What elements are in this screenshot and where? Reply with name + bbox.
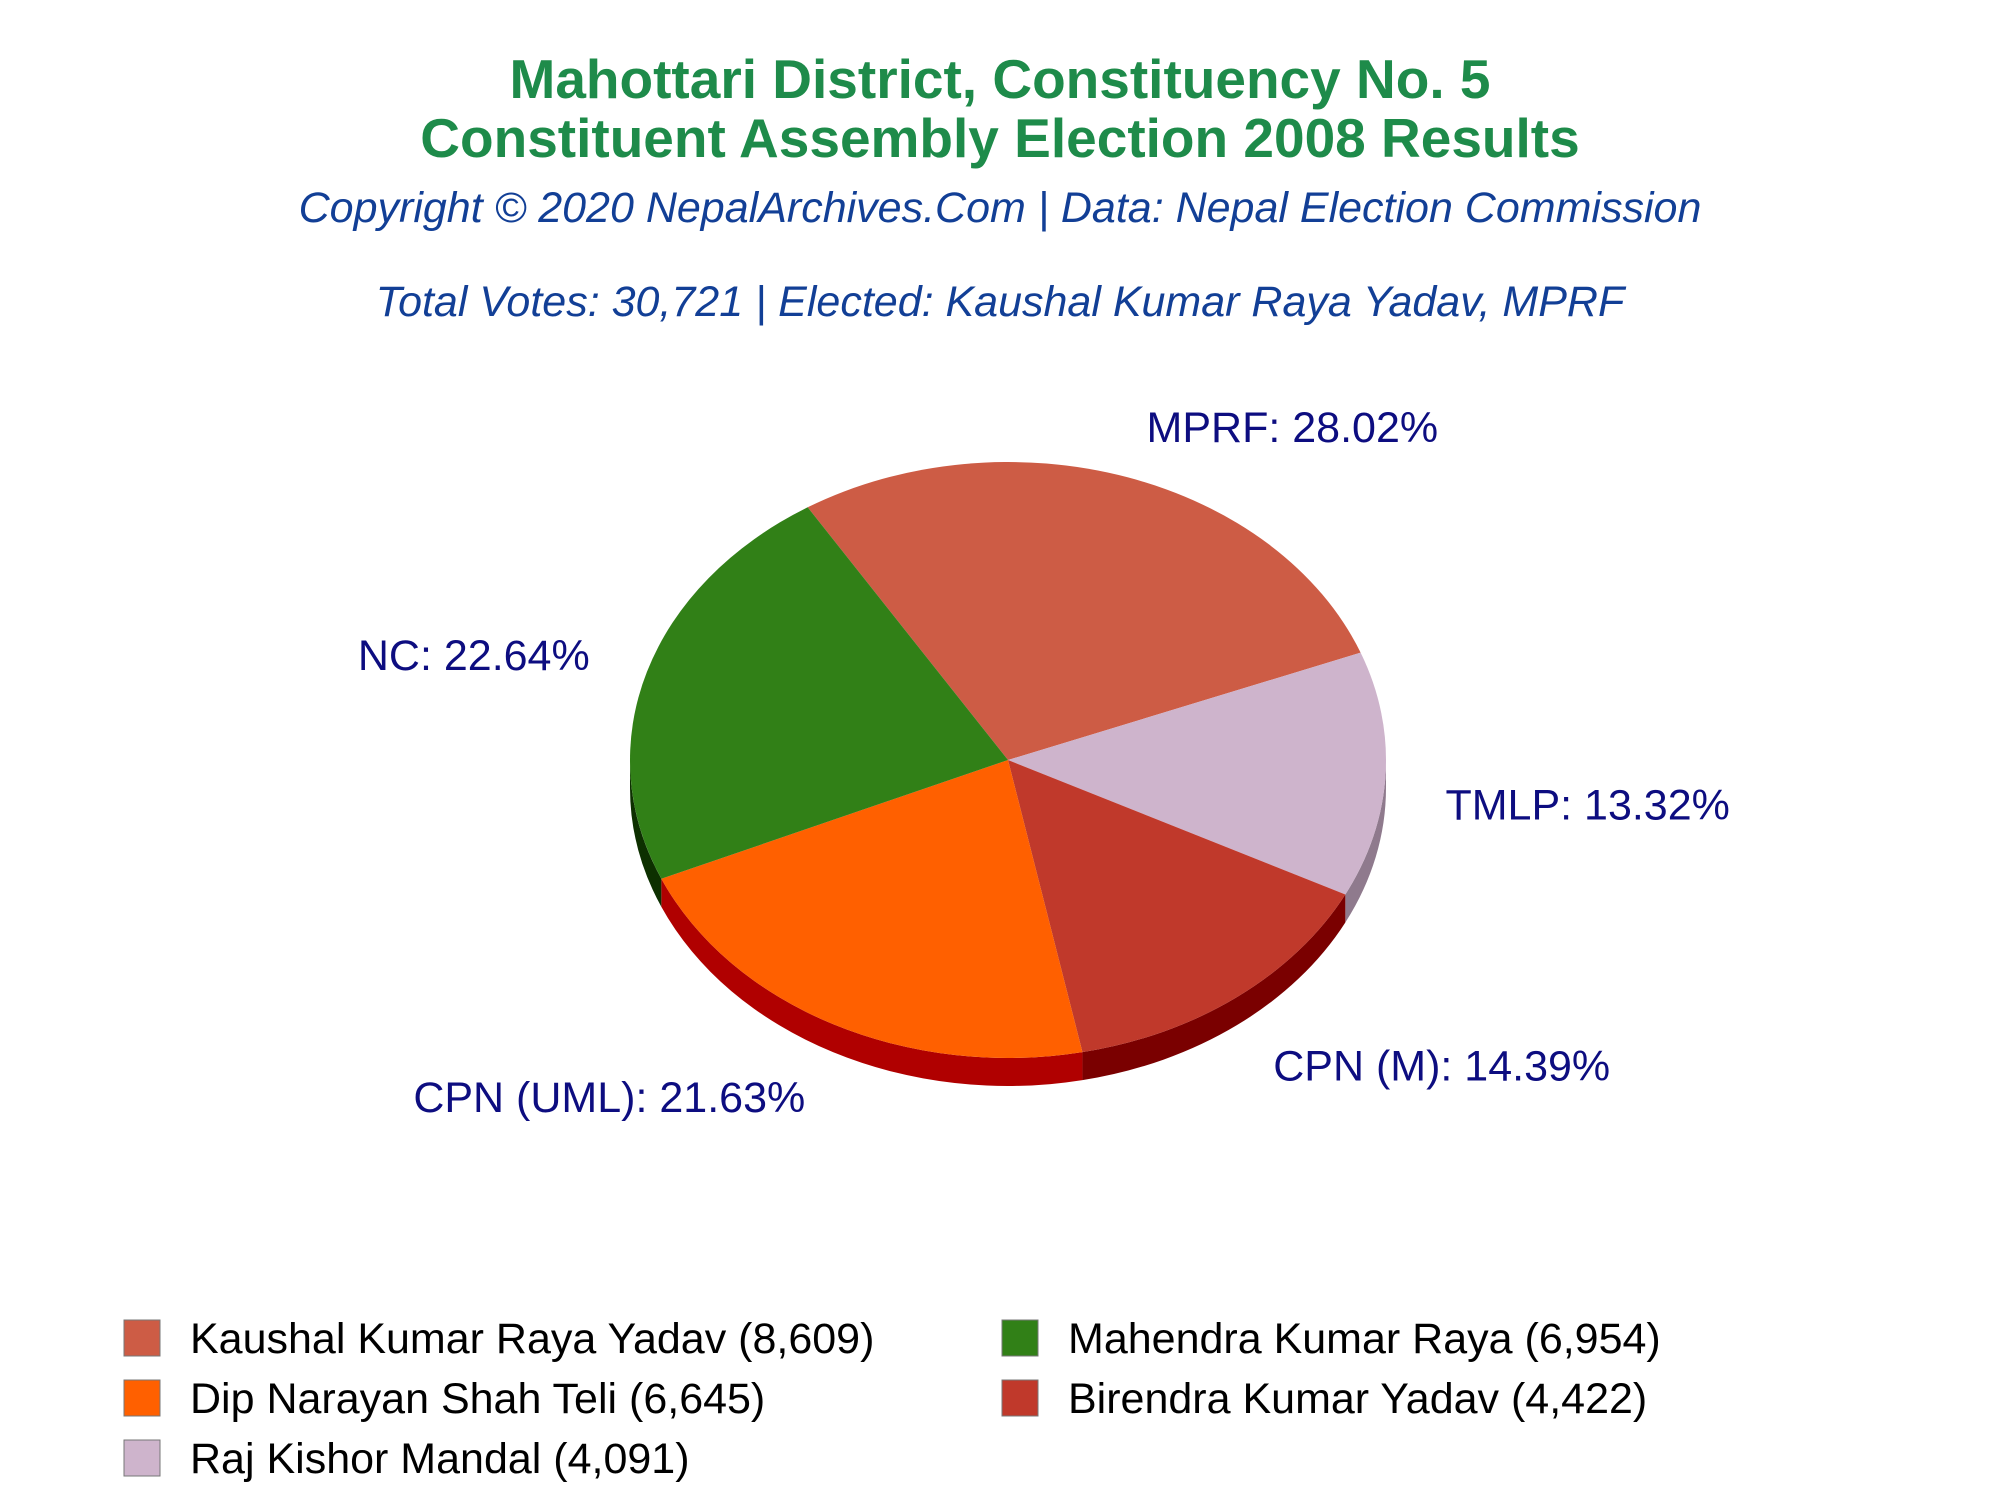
legend-label-birendra-kumar-yadav: Birendra Kumar Yadav (4,422) xyxy=(1068,1375,1647,1423)
chart-title-line-1: Mahottari District, Constituency No. 5 xyxy=(510,48,1491,110)
pie-slice-cpn-uml xyxy=(661,760,1083,1058)
chart-legend: Kaushal Kumar Raya Yadav (8,609) Mahendra… xyxy=(123,1315,1661,1483)
pie-side-cpn-uml xyxy=(661,878,1083,1086)
chart-title-line-2: Constituent Assembly Election 2008 Resul… xyxy=(420,107,1579,169)
chart-subtitle-copyright: Copyright © 2020 NepalArchives.Com | Dat… xyxy=(299,184,1702,232)
pie-side-nc xyxy=(630,760,662,907)
legend-swatch-cpn-uml xyxy=(123,1379,161,1417)
pie-slices xyxy=(630,462,1386,1058)
pie-label-cpn-uml: CPN (UML): 21.63% xyxy=(413,1074,805,1122)
legend-item-dip-narayan-shah-teli: Dip Narayan Shah Teli (6,645) xyxy=(123,1375,765,1423)
pie-label-nc: NC: 22.64% xyxy=(358,632,590,680)
legend-label-raj-kishor-mandal: Raj Kishor Mandal (4,091) xyxy=(190,1435,690,1483)
legend-label-dip-narayan-shah-teli: Dip Narayan Shah Teli (6,645) xyxy=(190,1375,765,1423)
chart-subtitle-totals: Total Votes: 30,721 | Elected: Kaushal K… xyxy=(376,278,1627,326)
legend-item-birendra-kumar-yadav: Birendra Kumar Yadav (4,422) xyxy=(1001,1375,1647,1423)
legend-item-kaushal-kumar-raya-yadav: Kaushal Kumar Raya Yadav (8,609) xyxy=(123,1315,874,1363)
pie-side-tmlp xyxy=(1345,760,1386,923)
legend-swatch-tmlp xyxy=(123,1439,161,1477)
legend-label-mahendra-kumar-raya: Mahendra Kumar Raya (6,954) xyxy=(1068,1315,1661,1363)
legend-swatch-cpn-m xyxy=(1001,1379,1039,1417)
pie-slice-nc xyxy=(630,507,1008,879)
pie-slice-cpn-m xyxy=(1008,760,1346,1053)
pie-label-mprf: MPRF: 28.02% xyxy=(1147,404,1439,452)
pie-label-cpn-m: CPN (M): 14.39% xyxy=(1273,1043,1610,1091)
chart-titles: Mahottari District, Constituency No. 5 C… xyxy=(299,48,1702,326)
legend-item-raj-kishor-mandal: Raj Kishor Mandal (4,091) xyxy=(123,1435,690,1483)
legend-item-mahendra-kumar-raya: Mahendra Kumar Raya (6,954) xyxy=(1001,1315,1661,1363)
pie-side-cpn-m xyxy=(1082,894,1346,1081)
pie-slice-labels: MPRF: 28.02% TMLP: 13.32% CPN (M): 14.39% C… xyxy=(358,404,1730,1122)
legend-swatch-mprf xyxy=(123,1319,161,1357)
pie-label-tmlp: TMLP: 13.32% xyxy=(1445,781,1729,829)
legend-swatch-nc xyxy=(1001,1319,1039,1357)
pie-slice-tmlp xyxy=(1008,652,1386,895)
legend-label-kaushal-kumar-raya-yadav: Kaushal Kumar Raya Yadav (8,609) xyxy=(190,1315,874,1363)
pie-3d-sides xyxy=(630,760,1386,1086)
pie-slice-mprf xyxy=(807,462,1361,760)
